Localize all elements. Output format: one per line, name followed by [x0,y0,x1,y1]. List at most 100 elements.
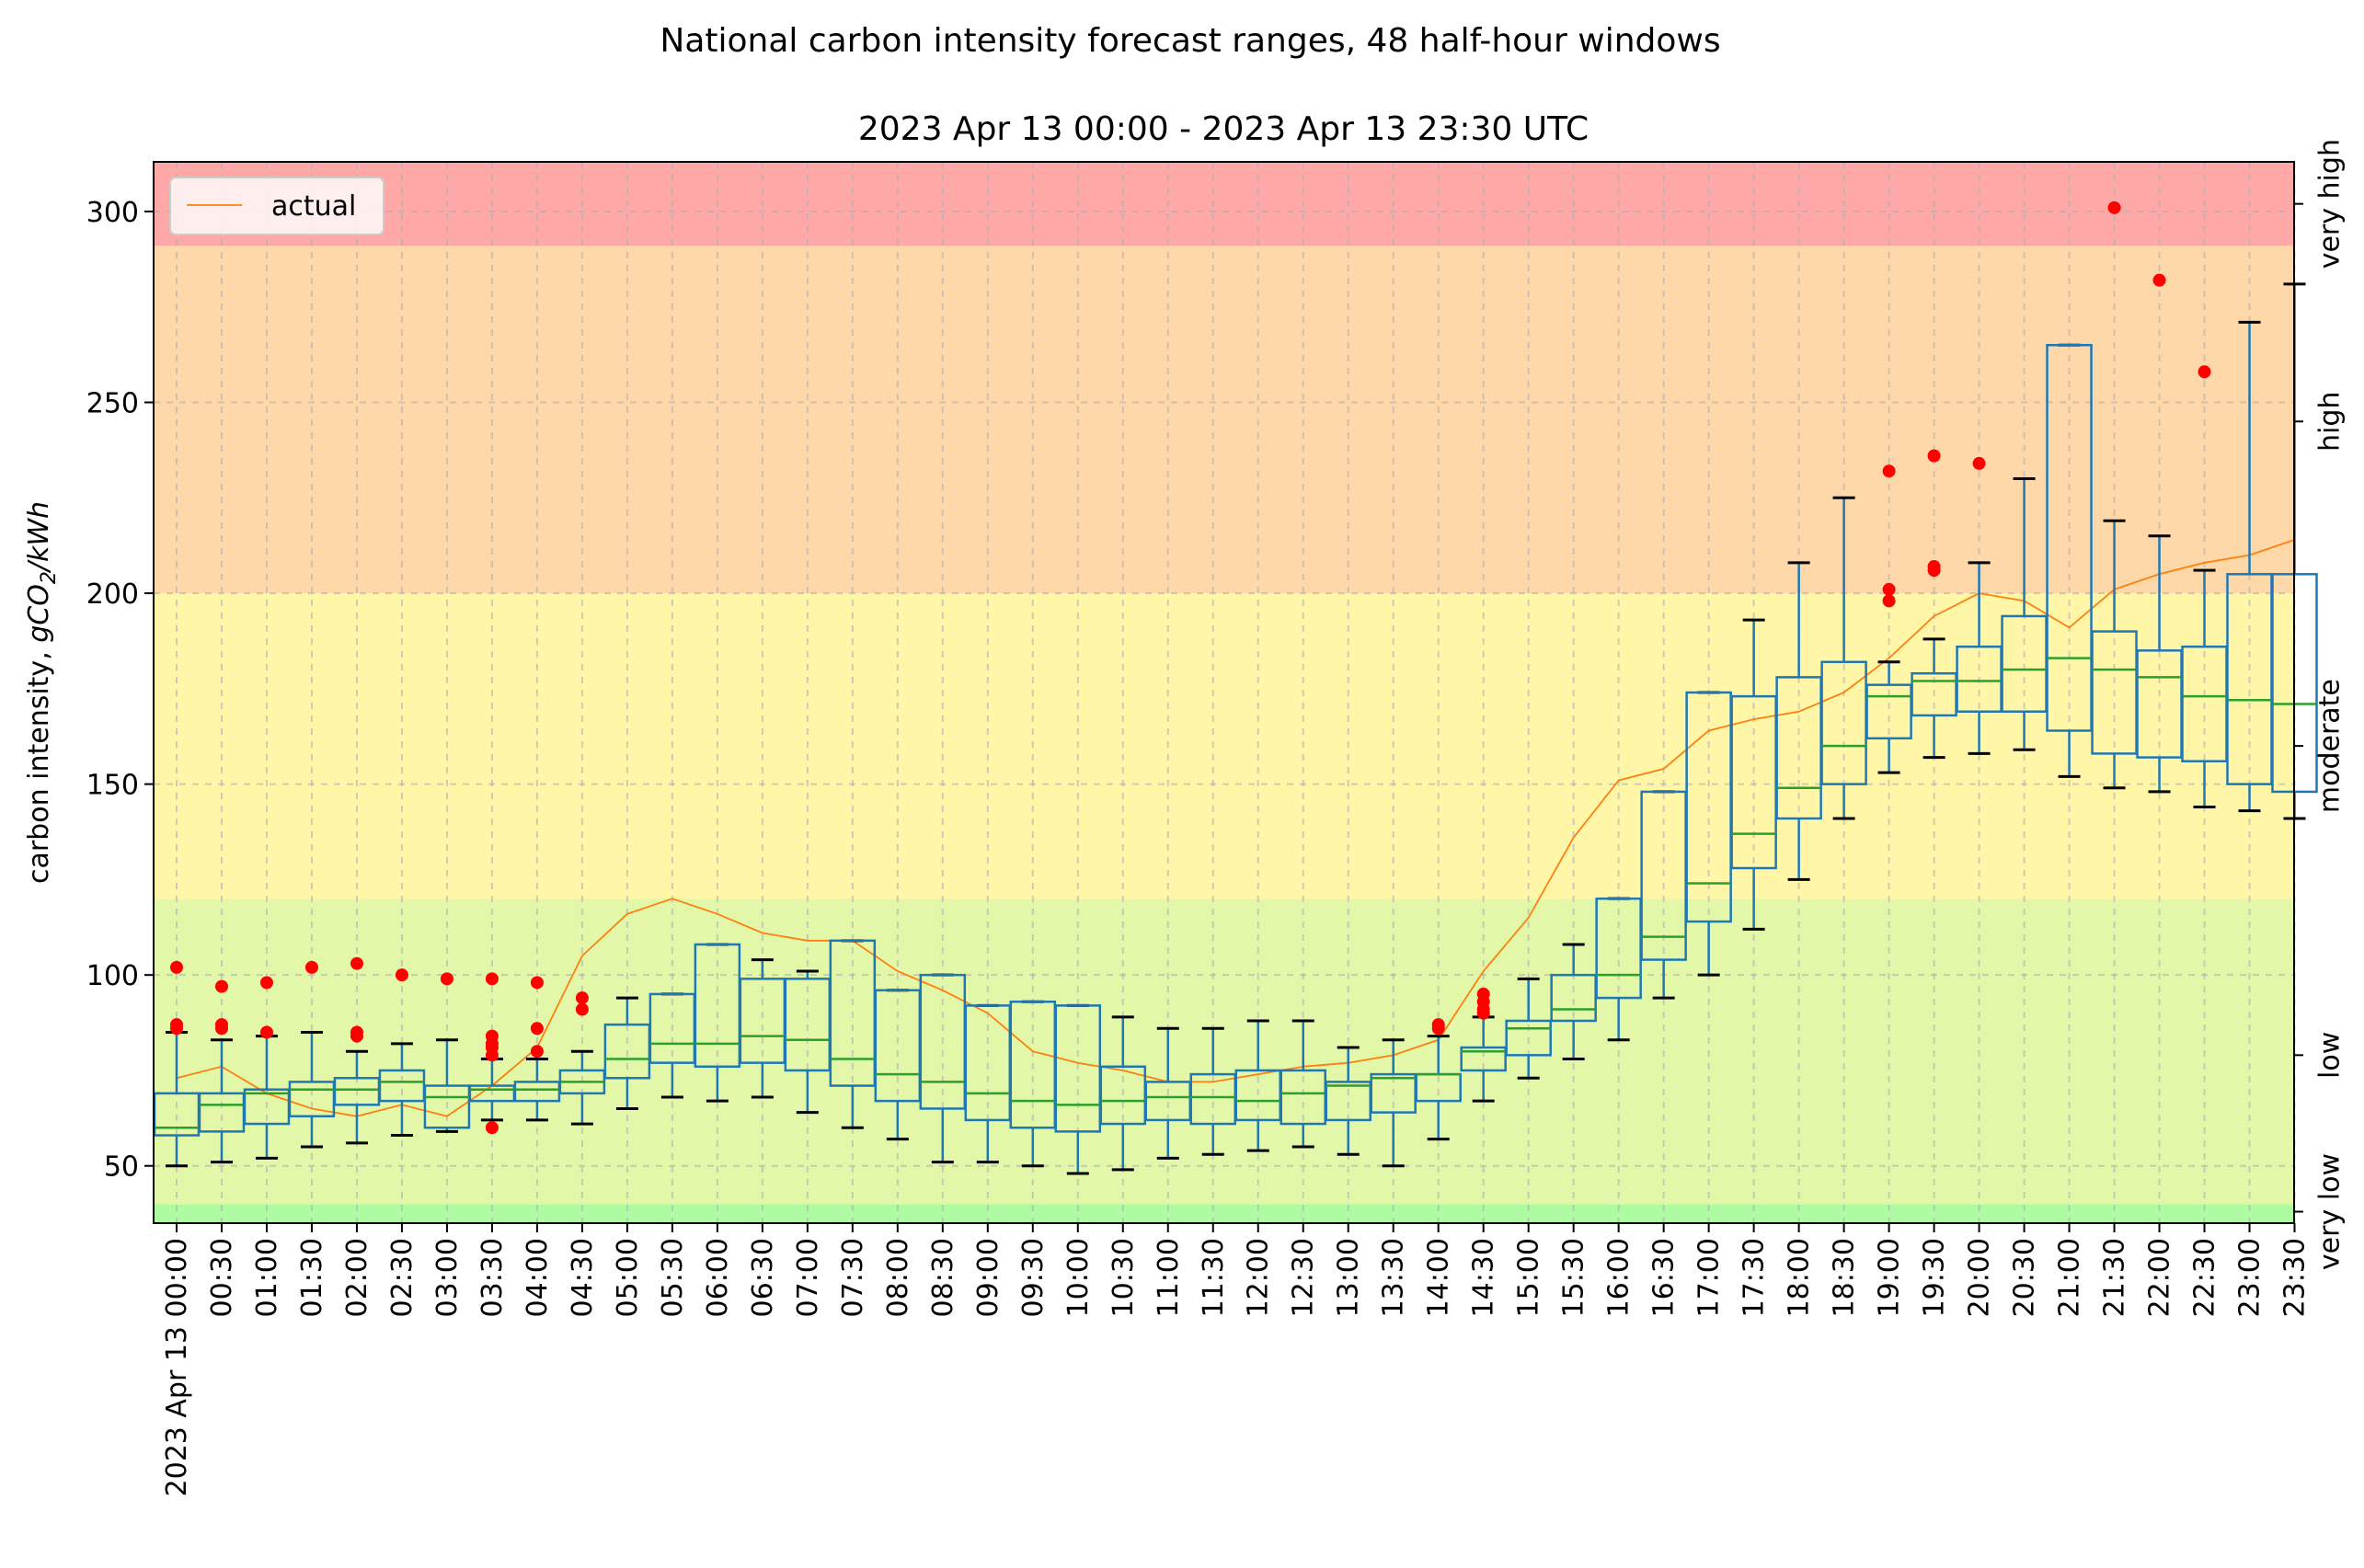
x-axis: 2023 Apr 13 00:00 00:30 01:00 01:30 02:00 02:… [161,1223,2312,1496]
outlier-point [1882,464,1896,478]
box-32 [1595,897,1642,1042]
x-tick-label: 01:30 [296,1238,328,1317]
box-42 [2046,343,2093,778]
x-tick-label: 11:30 [1198,1238,1230,1317]
x-tick-label: 02:00 [341,1238,373,1317]
outlier-point [485,1121,499,1135]
x-tick-label: 19:30 [1919,1238,1951,1317]
x-tick-label: 03:00 [431,1238,464,1317]
y-tick-label: 300 [86,197,139,229]
box-33 [1640,790,1687,1000]
x-tick-label: 20:30 [2009,1238,2041,1317]
x-tick-label: 18:30 [1829,1238,1861,1317]
box-13 [739,958,786,1099]
outlier-point [530,1045,544,1059]
x-tick-label: 16:30 [1648,1238,1681,1317]
y-tick-label: 100 [86,960,139,992]
outlier-point [350,956,363,970]
legend-label: actual [271,190,356,223]
box-39 [1911,449,1957,760]
outlier-point [2152,273,2166,287]
box-43 [2091,200,2138,790]
x-tick-label: 07:30 [837,1238,869,1317]
x-tick-label: 15:30 [1558,1238,1590,1317]
x-tick-label: 22:00 [2144,1238,2176,1317]
chart-title: National carbon intensity forecast range… [660,22,1720,60]
outlier-point [1882,582,1896,596]
x-tick-label: 05:00 [612,1238,644,1317]
x-tick-label: 21:30 [2099,1238,2131,1317]
box-14 [784,969,832,1115]
outlier-point [1972,456,1986,470]
box-6 [423,972,471,1133]
box-30 [1505,977,1552,1080]
band-axis: very low low moderate high very high [2294,139,2347,1270]
outlier-point [485,972,499,986]
box-5 [378,968,426,1138]
plot-frame [153,161,2295,1224]
x-tick-label: 12:30 [1288,1238,1320,1317]
outlier-point [214,979,228,993]
outlier-point [170,1018,183,1032]
outlier-point [1927,560,1941,574]
x-tick-label: 02:30 [386,1238,419,1317]
boxplots [153,200,2318,1175]
y-axis: 50 100 150 200 250 300 [86,197,154,1184]
outlier-point [350,1025,363,1039]
x-tick-label: 16:00 [1603,1238,1635,1317]
x-tick-label: 20:00 [1964,1238,1996,1317]
box-15 [829,939,877,1129]
x-tick-label: 05:30 [657,1238,689,1317]
x-tick-label: 23:00 [2234,1238,2266,1317]
x-tick-label: 04:00 [522,1238,554,1317]
x-tick-label: 19:00 [1874,1238,1906,1317]
y-axis-label: carbon intensity, gCO2/kWh [23,501,61,884]
x-tick-label: 21:00 [2054,1238,2086,1317]
x-tick-label: 08:00 [882,1238,914,1317]
box-7 [468,972,516,1135]
outlier-point [1476,987,1490,1001]
outlier-point [170,960,183,974]
x-tick-label: 00:30 [206,1238,238,1317]
outlier-point [1882,594,1896,608]
outlier-point [1431,1018,1445,1032]
band-tick-label: low [2314,1032,2347,1079]
band-tick-label: moderate [2314,679,2347,813]
x-tick-label: 08:30 [927,1238,959,1317]
x-tick-label: 11:00 [1153,1238,1185,1317]
y-tick-label: 50 [104,1151,139,1184]
x-tick-label: 15:00 [1513,1238,1545,1317]
outlier-point [575,1002,589,1016]
box-9 [558,991,606,1126]
band-low [154,898,2294,1205]
outlier-point [395,968,408,982]
box-22 [1144,1026,1192,1160]
x-tick-label: 2023 Apr 13 00:00 [161,1238,193,1496]
x-tick-label: 07:00 [792,1238,824,1317]
box-body [1505,1019,1552,1057]
x-tick-label: 01:00 [251,1238,283,1317]
x-tick-label: 13:30 [1378,1238,1410,1317]
box-23 [1189,1026,1237,1156]
x-tick-label: 18:00 [1784,1238,1816,1317]
box-3 [288,960,336,1149]
x-tick-label: 09:30 [1017,1238,1050,1317]
outlier-point [2107,200,2121,214]
box-body [423,1084,471,1129]
y-tick-label: 250 [86,388,139,420]
band-very-low [154,1204,2294,1223]
y-axis-label-unit: gCO [23,584,55,643]
x-tick-label: 10:30 [1107,1238,1140,1317]
x-tick-label: 14:30 [1468,1238,1500,1317]
outlier-point [304,960,318,974]
intensity-bands [154,162,2294,1223]
x-tick-label: 14:00 [1423,1238,1455,1317]
outlier-point [485,1029,499,1043]
x-tick-label: 13:00 [1333,1238,1365,1317]
outlier-point [2198,365,2211,379]
band-very-high [154,162,2294,246]
x-tick-label: 06:00 [702,1238,734,1317]
band-tick-label: very high [2314,139,2347,269]
